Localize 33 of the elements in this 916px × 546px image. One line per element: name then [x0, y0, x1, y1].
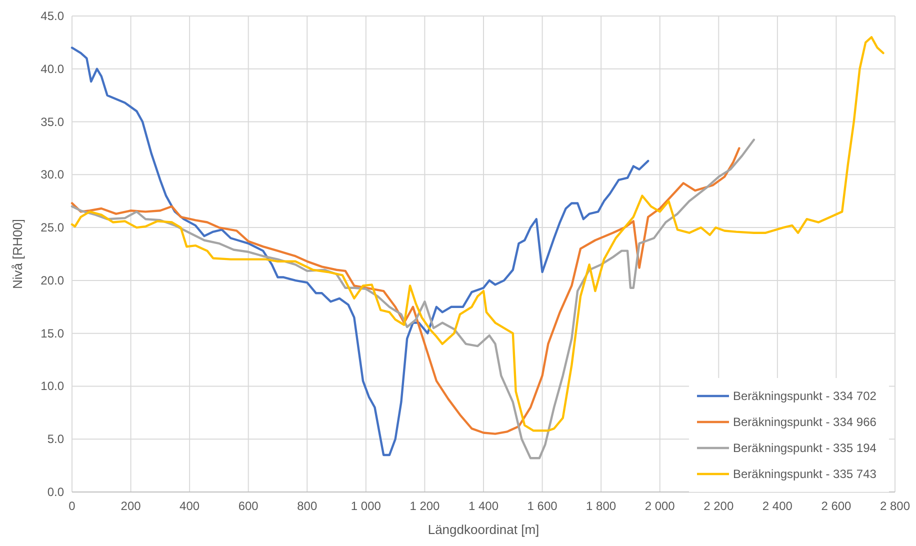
y-tick-label: 0.0 [47, 485, 64, 499]
legend-label: Beräkningspunkt - 335 743 [733, 467, 877, 481]
y-tick-label: 15.0 [40, 326, 64, 340]
x-tick-label: 2 800 [880, 499, 910, 513]
x-tick-label: 2 200 [704, 499, 734, 513]
x-tick-label: 200 [120, 499, 142, 513]
y-tick-label: 30.0 [40, 168, 64, 182]
x-tick-label: 1 200 [410, 499, 440, 513]
legend-label: Beräkningspunkt - 334 966 [733, 415, 877, 429]
y-tick-label: 5.0 [47, 432, 64, 446]
x-tick-label: 1 000 [350, 499, 382, 513]
y-tick-label: 35.0 [40, 114, 64, 129]
x-tick-label: 0 [68, 499, 76, 513]
x-tick-label: 2 000 [644, 499, 676, 513]
legend-label: Beräkningspunkt - 335 194 [733, 441, 877, 455]
y-axis-title: Nivå [RH00] [10, 218, 25, 290]
x-tick-label: 1 600 [527, 499, 558, 513]
x-axis-title: Längdkoordinat [m] [428, 522, 540, 537]
x-tick-label: 1 800 [586, 499, 616, 513]
x-tick-label: 2 400 [762, 499, 793, 513]
x-tick-label: 2 600 [821, 499, 852, 513]
line-series [70, 46, 650, 456]
y-tick-label: 45.0 [40, 9, 64, 23]
legend-label: Beräkningspunkt - 334 702 [733, 389, 877, 403]
y-tick-label: 25.0 [40, 220, 64, 235]
x-tick-label: 400 [180, 499, 200, 513]
x-tick-label: 800 [297, 499, 318, 513]
y-tick-label: 10.0 [40, 379, 64, 394]
line-series [70, 36, 884, 432]
x-tick-label: 600 [238, 499, 259, 513]
y-tick-label: 20.0 [40, 273, 64, 288]
x-tick-label: 1 400 [468, 499, 499, 513]
y-tick-label: 40.0 [40, 62, 64, 76]
